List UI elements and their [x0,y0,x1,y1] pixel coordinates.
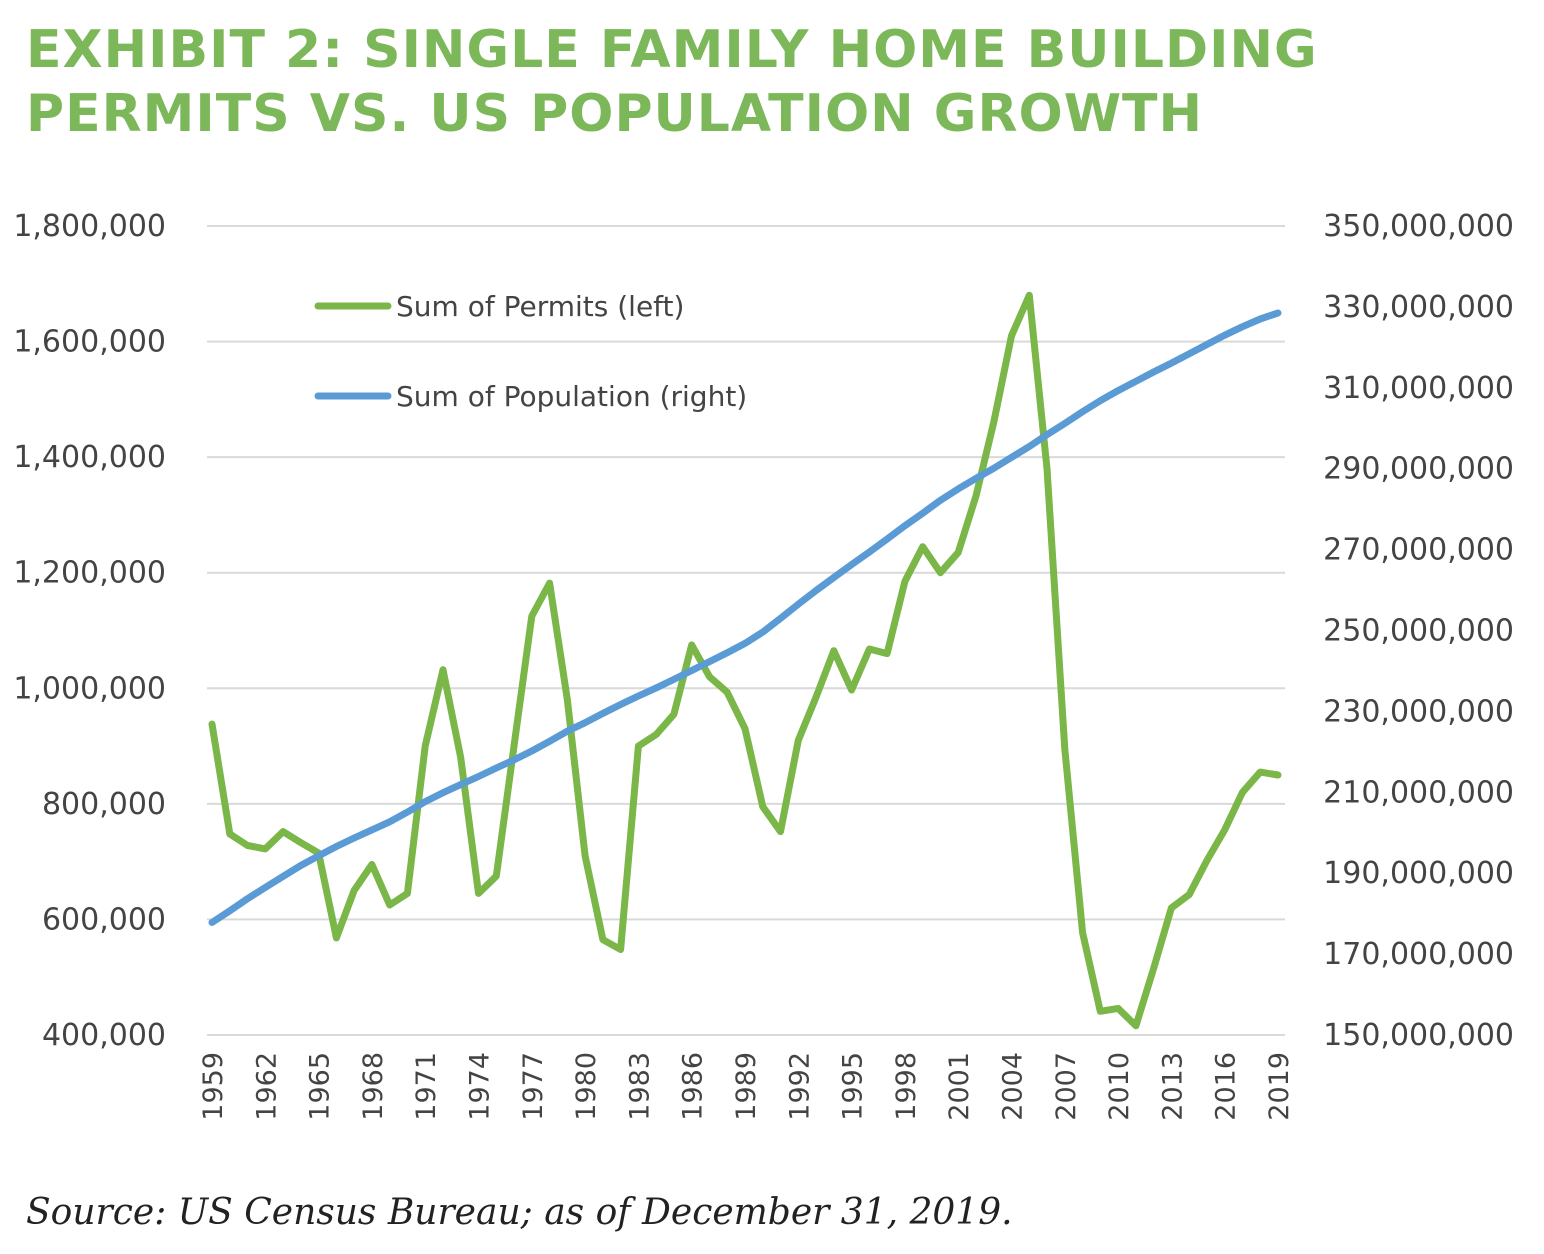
x-axis-tick-label: 1977 [518,1052,549,1121]
left-axis-tick-label: 1,600,000 [13,325,166,360]
left-axis-tick-label: 1,800,000 [13,209,166,244]
x-axis-tick-label: 1974 [465,1052,496,1121]
source-note: Source: US Census Bureau; as of December… [26,1192,1013,1233]
right-axis: 150,000,000 170,000,000 190,000,000 210,000… [1323,209,1514,1053]
x-axis-tick-label: 1968 [358,1052,389,1121]
x-axis-tick-label: 2007 [1051,1052,1082,1121]
x-axis-tick-label: 2010 [1104,1052,1135,1121]
right-axis-tick-label: 290,000,000 [1323,452,1514,487]
right-axis-tick-label: 150,000,000 [1323,1018,1514,1053]
x-axis-tick-label: 1959 [198,1052,229,1121]
x-axis-tick-label: 1965 [305,1052,336,1121]
x-axis-tick-label: 2016 [1211,1052,1242,1121]
x-axis-tick-label: 1962 [251,1052,282,1121]
x-axis-tick-label: 1971 [411,1052,442,1121]
left-axis-tick-label: 1,400,000 [13,440,166,475]
series-group [208,291,1282,1030]
x-axis-tick-label: 1986 [678,1052,709,1121]
right-axis-tick-label: 170,000,000 [1323,937,1514,972]
left-axis-tick-label: 1,000,000 [13,671,166,706]
x-axis-tick-label: 1983 [624,1052,655,1121]
x-axis-tick-label: 1989 [731,1052,762,1121]
legend-label: Sum of Population (right) [396,380,747,413]
x-axis-tick-label: 2001 [944,1052,975,1121]
left-axis-tick-label: 1,200,000 [13,556,166,591]
x-axis-tick-label: 1980 [571,1052,602,1121]
left-axis-tick-label: 400,000 [42,1018,166,1053]
chart-title: EXHIBIT 2: SINGLE FAMILY HOME BUILDING P… [26,18,1318,146]
right-axis-tick-label: 230,000,000 [1323,694,1514,729]
left-axis: 400,000 600,000 800,000 1,000,000 1,200,000 1… [13,209,166,1053]
x-axis: 1959 1962 1965 1968 1971 1974 1977 1980 1983 1986… [198,1052,1295,1121]
right-axis-tick-label: 310,000,000 [1323,371,1514,406]
gridlines [207,225,1285,1036]
x-axis-tick-label: 1995 [838,1052,869,1121]
chart-title-line-2: PERMITS VS. US POPULATION GROWTH [26,84,1204,144]
right-axis-tick-label: 210,000,000 [1323,775,1514,810]
x-axis-tick-label: 2004 [998,1052,1029,1121]
x-axis-tick-label: 1992 [784,1052,815,1121]
right-axis-tick-label: 190,000,000 [1323,856,1514,891]
population-series-line [208,309,1282,926]
legend-label: Sum of Permits (left) [396,290,684,323]
legend: Sum of Permits (left) Sum of Population (… [314,290,747,413]
x-axis-tick-label: 2013 [1157,1052,1188,1121]
permits-series-line [208,291,1282,1030]
right-axis-tick-label: 270,000,000 [1323,533,1514,568]
chart-title-line-1: EXHIBIT 2: SINGLE FAMILY HOME BUILDING [26,20,1318,80]
x-axis-tick-label: 2019 [1264,1052,1295,1121]
left-axis-tick-label: 600,000 [42,902,166,937]
right-axis-tick-label: 250,000,000 [1323,614,1514,649]
x-axis-tick-label: 1998 [891,1052,922,1121]
right-axis-tick-label: 350,000,000 [1323,209,1514,244]
right-axis-tick-label: 330,000,000 [1323,290,1514,325]
left-axis-tick-label: 800,000 [42,787,166,822]
